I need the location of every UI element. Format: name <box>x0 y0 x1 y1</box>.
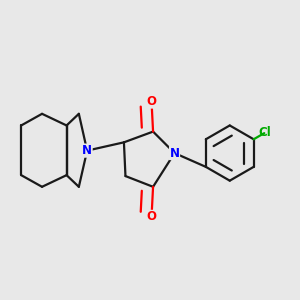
Text: Cl: Cl <box>259 126 272 139</box>
Text: O: O <box>146 95 157 108</box>
Text: N: N <box>82 144 92 157</box>
Text: O: O <box>146 210 157 224</box>
Text: N: N <box>169 147 179 160</box>
